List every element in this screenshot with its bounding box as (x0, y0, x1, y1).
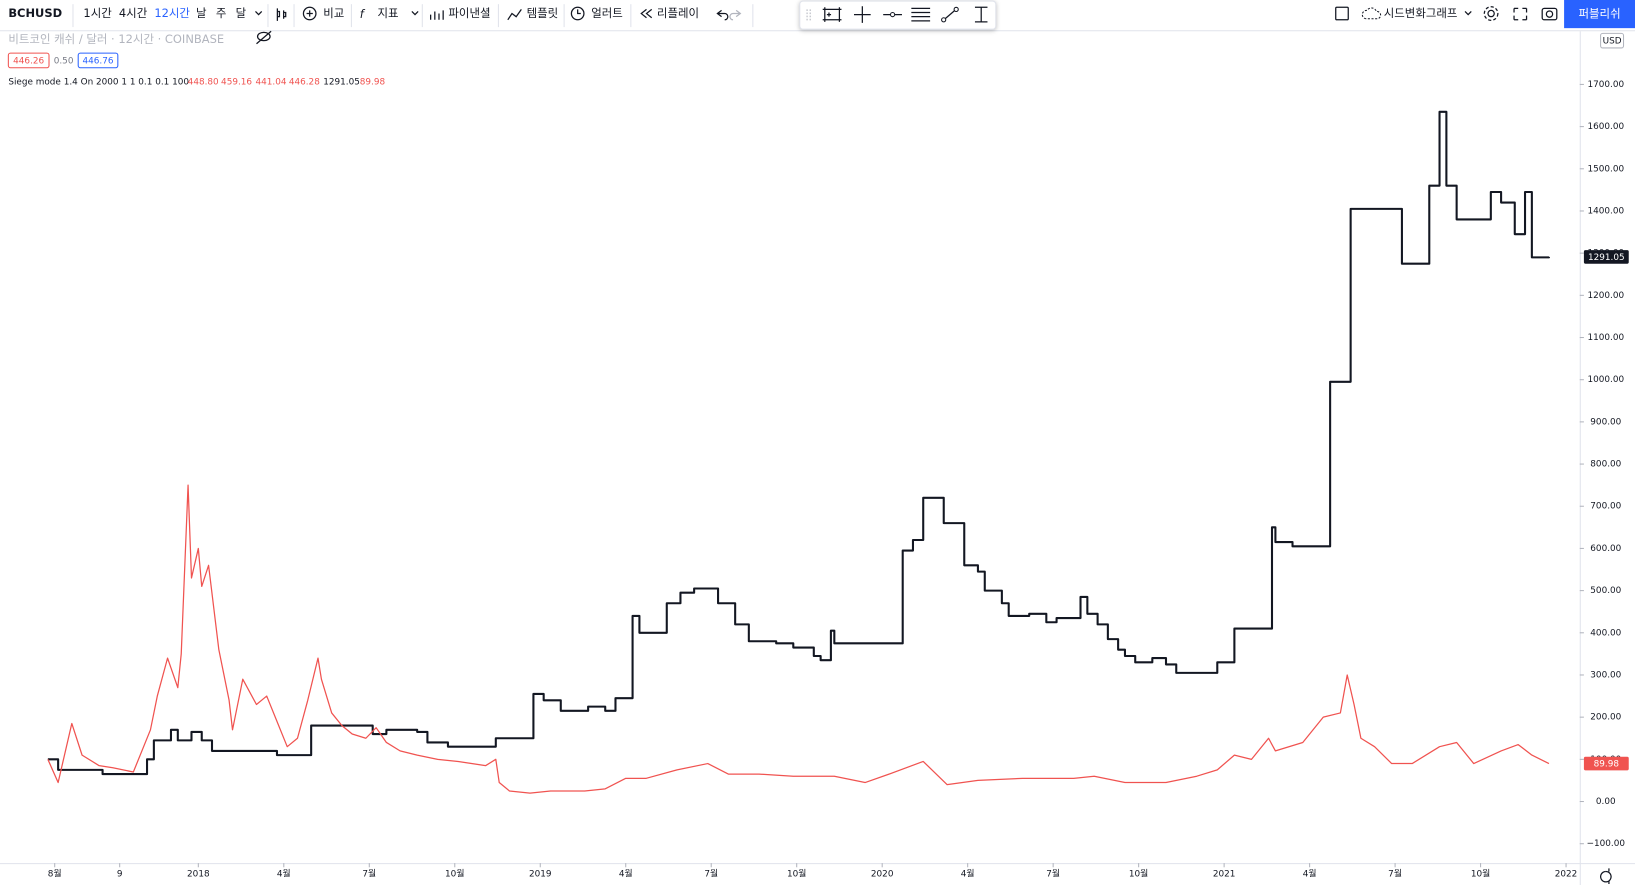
bid: 446.26 (13, 56, 44, 66)
last-value-label: 1291.05 (1588, 253, 1625, 263)
spread: 0.50 (54, 56, 74, 66)
x-tick-label: 7월 (1388, 868, 1402, 880)
ask: 446.76 (83, 56, 114, 66)
toolbar-button[interactable]: 리플레이 (657, 6, 699, 20)
x-tick-label: 4월 (1303, 868, 1317, 880)
y-tick-label: 1700.00 (1587, 80, 1624, 90)
x-tick-label: 9 (117, 870, 123, 880)
indicator-value: 448.80 (188, 77, 219, 87)
indicator-value: 459.16 (221, 77, 252, 87)
y-tick-label: 1000.00 (1587, 375, 1624, 385)
hide-icon[interactable] (256, 30, 272, 45)
currency-label: USD (1603, 37, 1622, 47)
x-tick-label: 10월 (1471, 868, 1490, 880)
x-tick-label: 2020 (871, 870, 894, 880)
toolbar-button[interactable]: 비교 (323, 6, 344, 20)
publish-label[interactable]: 퍼블리쉬 (1578, 7, 1620, 21)
x-tick-label: 2019 (529, 870, 552, 880)
series-title: 비트코인 캐쉬 / 달러 · 12시간 · COINBASE (8, 32, 224, 46)
last-value-label: 89.98 (1594, 760, 1620, 770)
toolbar-separators (72, 4, 754, 28)
x-tick-label: 10월 (1129, 868, 1148, 880)
x-tick-label: 4월 (619, 868, 633, 880)
y-tick-label: 800.00 (1590, 460, 1621, 470)
interval-button[interactable]: 1시간 (83, 6, 112, 20)
svg-text:f: f (360, 7, 366, 21)
x-tick-label: 7월 (1046, 868, 1060, 880)
y-tick-label: 600.00 (1590, 544, 1621, 554)
toolbar-button[interactable]: 템플릿 (527, 6, 559, 20)
interval-button[interactable]: 4시간 (119, 6, 148, 20)
y-tick-label: 1600.00 (1587, 122, 1624, 132)
y-tick-label: 300.00 (1590, 670, 1621, 680)
publish-button[interactable] (1564, 0, 1635, 29)
y-tick-label: 1200.00 (1587, 291, 1624, 301)
interval-button[interactable]: 달 (236, 6, 247, 20)
y-tick-label: 500.00 (1590, 586, 1621, 596)
indicator-value: 1291.05 (323, 77, 360, 87)
y-tick-label: 900.00 (1590, 417, 1621, 427)
y-tick-label: 1400.00 (1587, 206, 1624, 216)
ask-box (77, 52, 119, 69)
x-tick-label: 10월 (787, 868, 806, 880)
toolbar-button[interactable]: 얼러트 (591, 6, 623, 20)
x-tick-label: 8월 (48, 868, 62, 880)
layout-name[interactable]: 시드변화그래프 (1384, 6, 1458, 20)
toolbar-icons: f (255, 6, 1558, 21)
x-tick-label: 4월 (961, 868, 975, 880)
series-line (47, 110, 1551, 776)
indicator-name: Siege mode 1.4 On 2000 1 1 0.1 0.1 100 (8, 77, 189, 87)
toolbar-button[interactable]: 지표 (377, 6, 398, 20)
last-value-tag (1583, 756, 1629, 771)
indicator-value: 89.98 (360, 77, 386, 87)
series-line (47, 484, 1550, 794)
x-tick-label: 2022 (1555, 870, 1578, 880)
y-tick-label: 1500.00 (1587, 164, 1624, 174)
interval-button[interactable]: 날 (196, 6, 207, 20)
y-tick-label: 1100.00 (1587, 333, 1624, 343)
toolbar-button[interactable]: 파이낸셜 (448, 6, 490, 20)
symbol[interactable]: BCHUSD (8, 6, 62, 20)
currency-box[interactable] (1600, 32, 1625, 49)
y-tick-label: 200.00 (1590, 713, 1621, 723)
settings-icon[interactable] (1600, 868, 1612, 884)
indicator-value: 446.28 (289, 77, 320, 87)
x-tick-label: 7월 (704, 868, 718, 880)
last-value-tag (1583, 250, 1629, 264)
x-tick-label: 2021 (1213, 870, 1236, 880)
drawing-toolbar (799, 0, 997, 30)
x-tick-label: 4월 (277, 868, 291, 880)
plot-area (47, 110, 1551, 794)
interval-button[interactable]: 주 (216, 6, 227, 20)
y-tick-label: 700.00 (1590, 502, 1621, 512)
bid-box (7, 52, 50, 69)
x-tick-label: 7월 (362, 868, 376, 880)
x-tick-label: 2018 (187, 870, 210, 880)
y-tick-label: 400.00 (1590, 628, 1621, 638)
x-tick-label: 10월 (445, 868, 464, 880)
y-tick-label: −100.00 (1587, 839, 1626, 849)
y-tick-label: 0.00 (1596, 797, 1616, 807)
indicator-value: 441.04 (255, 77, 286, 87)
interval-button[interactable]: 12시간 (154, 6, 190, 20)
